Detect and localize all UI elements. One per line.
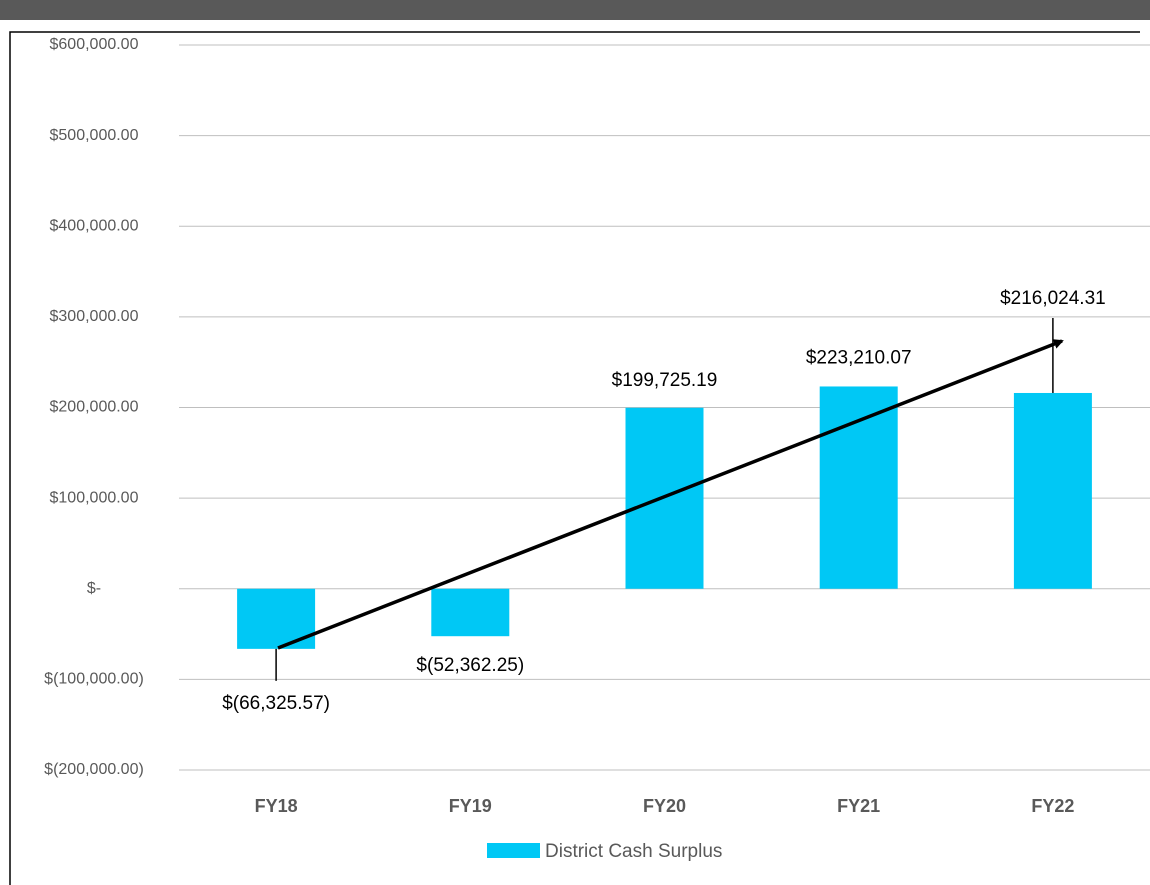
y-tick-label: $200,000.00 (50, 399, 139, 416)
y-tick-label: $(100,000.00) (44, 671, 144, 688)
data-label: $199,725.19 (612, 370, 718, 391)
data-label: $223,210.07 (806, 347, 912, 368)
x-tick-label: FY18 (255, 796, 298, 816)
header-bar (0, 0, 1150, 20)
legend-label: District Cash Surplus (545, 841, 722, 862)
bar (1013, 392, 1092, 589)
data-label: $(66,325.57) (222, 693, 330, 714)
y-tick-label: $100,000.00 (50, 489, 139, 506)
trend-arrow (277, 339, 1064, 650)
x-tick-label: FY21 (837, 796, 880, 816)
bar (431, 588, 510, 637)
x-tick-label: FY22 (1031, 796, 1074, 816)
y-tick-label: $300,000.00 (50, 308, 139, 325)
x-tick-label: FY20 (643, 796, 686, 816)
data-label: $(52,362.25) (416, 655, 524, 676)
y-tick-label: $400,000.00 (50, 217, 139, 234)
y-tick-label: $- (87, 580, 101, 597)
legend-swatch (487, 843, 540, 858)
x-tick-label: FY19 (449, 796, 492, 816)
data-label: $216,024.31 (1000, 288, 1106, 309)
y-tick-label: $500,000.00 (50, 127, 139, 144)
bar (819, 386, 898, 589)
chart-frame (9, 31, 1140, 885)
y-tick-label: $600,000.00 (50, 36, 139, 53)
y-tick-label: $(200,000.00) (44, 761, 144, 778)
